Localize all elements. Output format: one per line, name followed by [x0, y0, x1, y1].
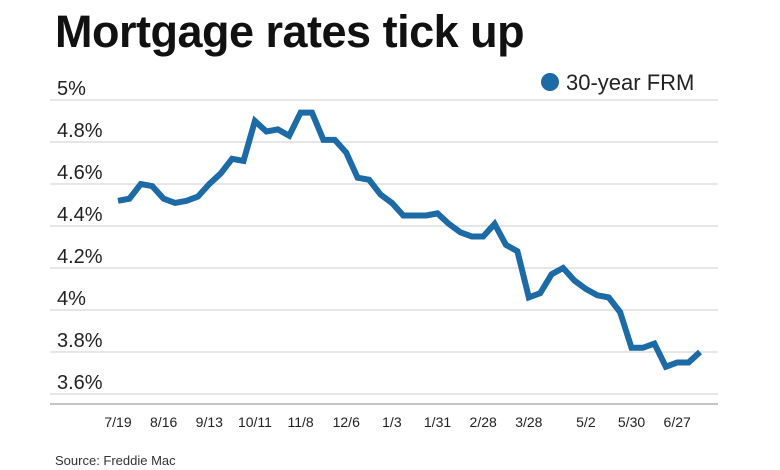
x-tick-label: 2/28	[470, 414, 497, 430]
y-tick-label: 4%	[57, 288, 86, 310]
chart-title: Mortgage rates tick up	[55, 6, 525, 57]
x-tick-label: 3/28	[515, 414, 542, 430]
x-axis-ticks: 7/19 8/16 9/13 10/11 11/8 12/6 1/3 1/31 2/28 3/28…	[104, 414, 691, 430]
x-tick-label: 1/3	[382, 414, 402, 430]
y-tick-label: 3.6%	[57, 372, 103, 394]
x-tick-label: 7/19	[104, 414, 131, 430]
x-tick-label: 12/6	[333, 414, 360, 430]
legend: 30-year FRM	[541, 70, 694, 95]
y-tick-label: 4.2%	[57, 246, 103, 268]
x-tick-label: 9/13	[196, 414, 223, 430]
y-tick-label: 4.6%	[57, 162, 103, 184]
x-tick-label: 11/8	[287, 414, 313, 430]
x-tick-label: 6/27	[664, 414, 691, 430]
legend-marker	[541, 73, 559, 91]
legend-label: 30-year FRM	[566, 70, 694, 95]
y-tick-label: 4.4%	[57, 204, 103, 226]
y-tick-label: 3.8%	[57, 330, 103, 352]
series-group	[117, 109, 703, 371]
y-tick-label: 4.8%	[57, 120, 103, 142]
y-axis-ticks: 3.6% 3.8% 4% 4.2% 4.4% 4.6% 4.8% 5%	[57, 78, 103, 394]
x-tick-label: 8/16	[150, 414, 177, 430]
x-tick-label: 5/30	[618, 414, 645, 430]
source-note: Source: Freddie Mac	[55, 453, 176, 468]
series-line	[117, 109, 703, 371]
x-tick-label: 1/31	[424, 414, 451, 430]
y-tick-label: 5%	[57, 78, 86, 100]
x-tick-label: 10/11	[238, 414, 272, 430]
x-tick-label: 5/2	[576, 414, 596, 430]
gridlines	[50, 99, 718, 405]
